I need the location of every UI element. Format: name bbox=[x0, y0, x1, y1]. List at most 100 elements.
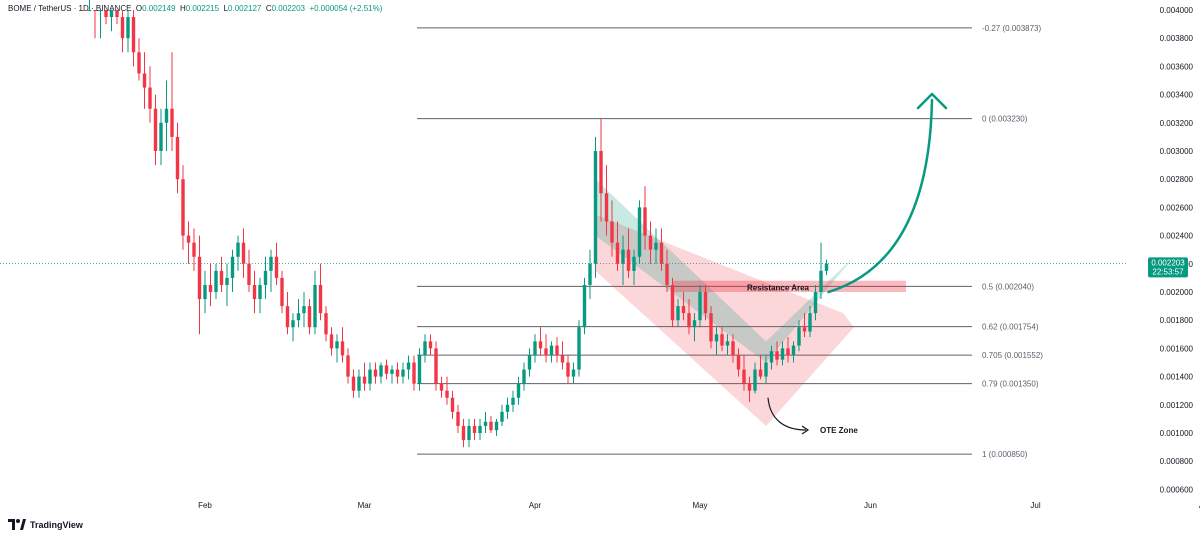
descending-channel-red bbox=[595, 214, 854, 426]
candle bbox=[285, 292, 290, 335]
candle bbox=[131, 10, 136, 67]
candle bbox=[472, 418, 477, 441]
candle bbox=[692, 313, 697, 342]
candle bbox=[676, 299, 680, 328]
candle-body bbox=[120, 17, 125, 39]
x-tick-label: Jun bbox=[864, 501, 877, 510]
candle-body bbox=[439, 383, 444, 391]
candle bbox=[797, 320, 801, 352]
candle bbox=[434, 341, 438, 391]
candle-body bbox=[588, 263, 592, 285]
candle-body bbox=[516, 383, 521, 398]
candle bbox=[186, 221, 191, 264]
y-tick-label: 0.002800 bbox=[1160, 175, 1194, 184]
candle bbox=[681, 292, 686, 321]
candle bbox=[813, 284, 818, 321]
candle bbox=[406, 355, 411, 380]
candle bbox=[571, 362, 576, 384]
candle-body bbox=[791, 345, 796, 356]
candle-body bbox=[461, 425, 466, 441]
candle bbox=[775, 341, 779, 366]
candle-body bbox=[560, 355, 565, 363]
candle-body bbox=[324, 313, 328, 335]
candle bbox=[390, 365, 394, 384]
y-tick-label: 0.003800 bbox=[1160, 34, 1194, 43]
candle-body bbox=[417, 355, 422, 384]
candle-body bbox=[252, 284, 257, 300]
fib-level-label: 1 (0.000850) bbox=[982, 450, 1028, 459]
candle-body bbox=[824, 263, 829, 271]
candle bbox=[654, 228, 658, 264]
candle-body bbox=[236, 242, 240, 257]
candle bbox=[175, 122, 180, 194]
fib-level-label: -0.27 (0.003873) bbox=[982, 24, 1041, 33]
symbol-label: BOME / TetherUS · 1D · BINANCE bbox=[8, 4, 132, 13]
candle-body bbox=[159, 122, 163, 151]
candle bbox=[483, 411, 488, 433]
candle-body bbox=[500, 411, 504, 422]
x-tick-label: Feb bbox=[198, 501, 212, 510]
candle-body bbox=[610, 221, 614, 243]
candle bbox=[357, 369, 361, 398]
candle-body bbox=[626, 249, 631, 271]
ote-zone-label: OTE Zone bbox=[820, 426, 858, 435]
candle-body bbox=[214, 270, 218, 292]
candle bbox=[577, 320, 581, 377]
x-tick-label: Aug bbox=[1199, 501, 1200, 510]
candle bbox=[632, 249, 636, 285]
candle bbox=[203, 270, 207, 314]
y-tick-label: 0.003600 bbox=[1160, 62, 1194, 71]
candle-body bbox=[423, 341, 427, 356]
candle-body bbox=[582, 284, 587, 328]
candle bbox=[753, 362, 757, 394]
close-label: C bbox=[265, 4, 272, 13]
candle-body bbox=[648, 235, 653, 250]
candle-body bbox=[82, 10, 86, 11]
candle bbox=[307, 299, 312, 335]
candle bbox=[362, 362, 367, 391]
candle-body bbox=[593, 151, 598, 264]
candle bbox=[764, 355, 768, 384]
candle bbox=[335, 334, 339, 363]
high-value: 0.002215 bbox=[185, 4, 220, 13]
candle bbox=[670, 277, 675, 328]
candle-body bbox=[208, 284, 213, 292]
candle bbox=[280, 270, 284, 314]
candle bbox=[505, 397, 510, 419]
candle-body bbox=[170, 108, 174, 137]
candle bbox=[791, 341, 796, 363]
candle bbox=[126, 10, 130, 53]
candle-body bbox=[98, 10, 103, 11]
tradingview-branding: TradingView bbox=[8, 519, 83, 530]
ote-zone-annotation: OTE Zone bbox=[767, 397, 858, 435]
candle-body bbox=[384, 365, 389, 374]
candle bbox=[566, 355, 570, 384]
candle bbox=[456, 404, 460, 433]
y-tick-label: 0.003200 bbox=[1160, 119, 1194, 128]
candle-body bbox=[302, 306, 306, 314]
candle bbox=[445, 376, 449, 405]
candle-body bbox=[362, 376, 367, 384]
candle bbox=[313, 270, 317, 335]
candle bbox=[698, 284, 702, 328]
candle bbox=[142, 52, 147, 109]
candle bbox=[82, 10, 86, 11]
candle bbox=[291, 313, 295, 342]
projection-arrow-line bbox=[827, 98, 934, 294]
candle bbox=[489, 416, 493, 433]
candle-body bbox=[533, 341, 537, 356]
candle bbox=[263, 256, 268, 300]
candle bbox=[247, 249, 251, 292]
close-value: 0.002203 bbox=[271, 4, 305, 13]
candle-body bbox=[263, 270, 268, 285]
candle-body bbox=[544, 348, 548, 356]
candle-body bbox=[225, 277, 229, 285]
candle-body bbox=[230, 256, 235, 278]
candle-body bbox=[131, 17, 136, 53]
candle bbox=[687, 299, 691, 335]
candle-body bbox=[483, 421, 488, 426]
candle-body bbox=[280, 277, 284, 307]
candle-body bbox=[659, 242, 664, 264]
candle-body bbox=[802, 327, 807, 332]
